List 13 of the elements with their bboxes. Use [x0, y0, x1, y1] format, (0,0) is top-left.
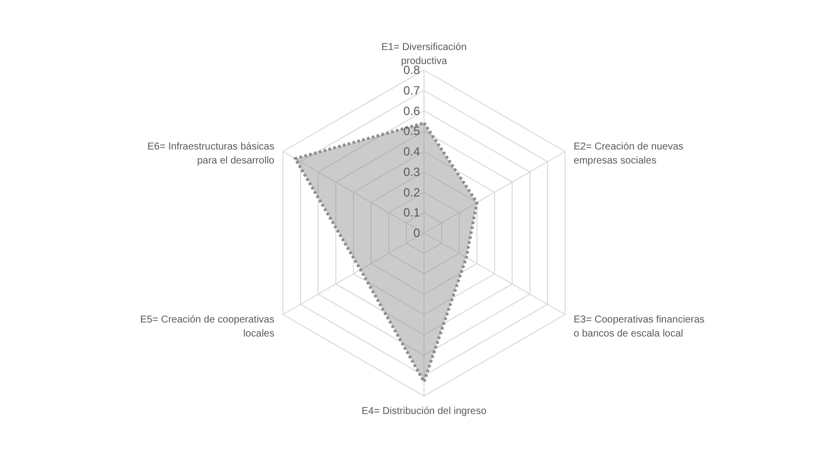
spoke-label: E6= Infraestructuras básicas para el desarrollo — [147, 142, 275, 167]
spoke-label: E2= Creación de nuevas empresas sociales — [574, 142, 684, 167]
y-tick-label: 0.3 — [403, 164, 420, 179]
spoke-label: E3= Cooperativas financieras o bancos de escala local — [574, 314, 705, 340]
y-tick-label: 0.4 — [403, 144, 420, 158]
y-tick-label: 0.6 — [403, 104, 420, 118]
y-tick-label: 0.2 — [403, 185, 420, 200]
y-tick-label: 0.1 — [403, 206, 420, 220]
y-tick-label: 0 — [413, 226, 420, 240]
y-tick-label: 0.5 — [403, 124, 420, 138]
y-tick-label: 0.7 — [403, 83, 420, 98]
spoke-label: E5= Creación de cooperativas locales — [140, 314, 274, 340]
spoke-label: E4= Distribución del ingreso — [362, 406, 487, 417]
